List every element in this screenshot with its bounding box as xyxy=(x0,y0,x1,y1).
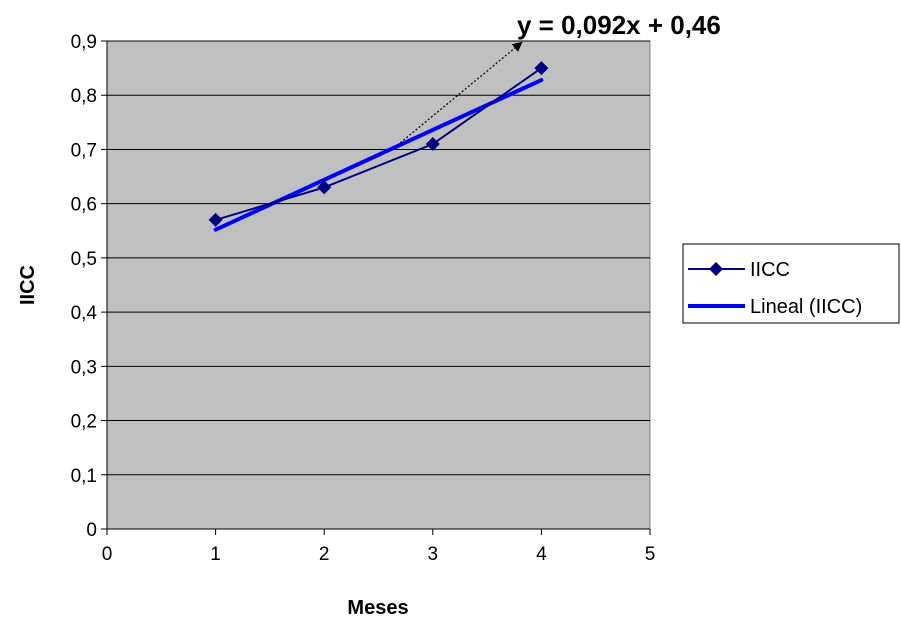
legend-label-lineal: Lineal (IICC) xyxy=(750,296,862,318)
legend-label-iicc: IICC xyxy=(750,259,790,281)
x-tick-label: 3 xyxy=(428,544,439,565)
y-tick-label: 0,5 xyxy=(71,249,97,270)
y-tick-label: 0,6 xyxy=(71,195,97,216)
data-point-iicc xyxy=(425,137,440,152)
data-point-iicc xyxy=(534,61,549,76)
x-tick-label: 0 xyxy=(102,544,113,565)
y-tick-label: 0,9 xyxy=(71,32,97,53)
trendline-equation: y = 0,092x + 0,46 xyxy=(517,10,721,40)
x-tick-label: 2 xyxy=(319,544,330,565)
legend-box xyxy=(682,243,900,324)
y-tick-label: 0,7 xyxy=(71,140,97,161)
y-tick-label: 0,3 xyxy=(71,357,97,378)
x-tick-label: 4 xyxy=(536,544,547,565)
y-tick-label: 0,4 xyxy=(71,303,98,324)
legend: IICC Lineal (IICC) xyxy=(682,243,900,324)
series-line-iicc xyxy=(215,67,542,221)
x-tick-label: 1 xyxy=(210,544,221,565)
y-tick-label: 0,2 xyxy=(71,412,97,433)
y-tick-label: 0,8 xyxy=(71,86,97,107)
data-point-iicc xyxy=(208,212,223,227)
y-tick-label: 0,1 xyxy=(71,466,97,487)
x-tick-label: 5 xyxy=(645,544,656,565)
plot-area xyxy=(106,40,651,530)
y-tick-label: 0 xyxy=(86,520,97,541)
y-axis-title: IICC xyxy=(17,265,39,305)
data-point-iicc xyxy=(317,180,332,195)
x-axis-title: Meses xyxy=(347,597,408,619)
legend-marker-iicc xyxy=(709,262,723,276)
